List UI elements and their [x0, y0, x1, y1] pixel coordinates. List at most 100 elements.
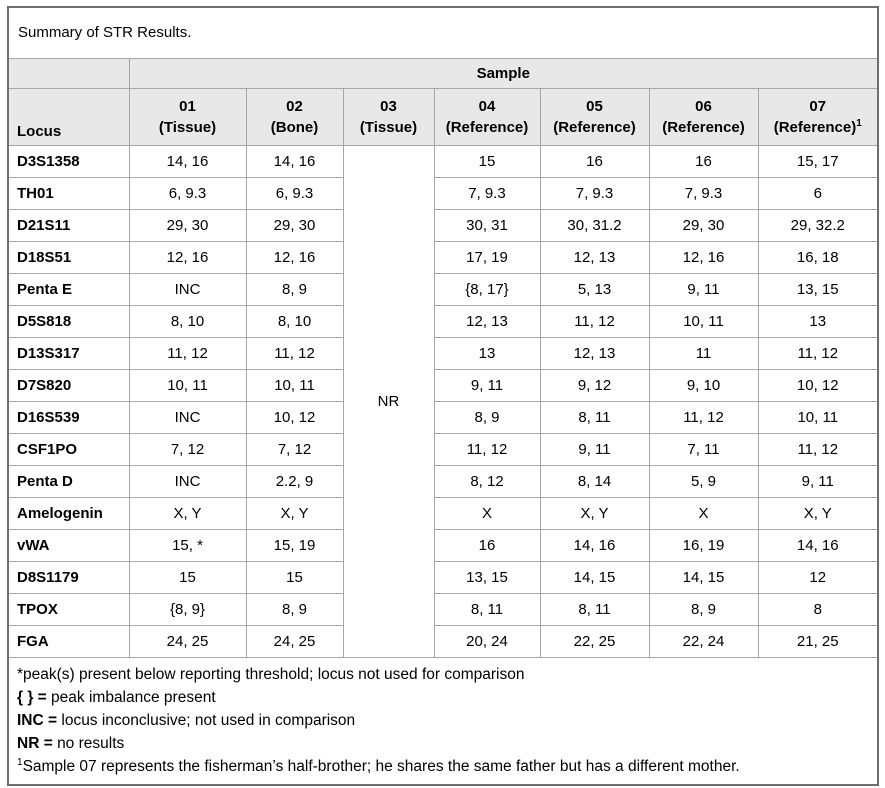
allele-value-cell: 14, 15 — [648, 561, 759, 594]
allele-value-cell: 8, 11 — [539, 593, 650, 626]
allele-value-cell: 6, 9.3 — [128, 177, 247, 210]
allele-value-cell: 16, 19 — [648, 529, 759, 562]
allele-value-cell: 16 — [433, 529, 541, 562]
footnote-5: 1Sample 07 represents the fisherman’s ha… — [17, 756, 740, 775]
locus-row-fga: FGA 24, 25 24, 25 20, 24 22, 25 22, 24 21, 25 — [7, 625, 879, 658]
locus-row-penta-e: Penta E INC 8, 9 {8, 17} 5, 13 9, 11 13, 15 — [7, 273, 879, 306]
allele-value-cell: 10, 11 — [648, 305, 759, 338]
allele-value-cell: 15 — [245, 561, 344, 594]
allele-value-cell: 11, 12 — [757, 337, 879, 370]
locus-row-d3s1358: D3S1358 14, 16 14, 16 NR 15 16 16 15, 17 — [7, 145, 879, 658]
allele-value-cell: 14, 16 — [128, 145, 247, 178]
allele-value-cell: 15 — [433, 145, 541, 178]
locus-row-d13s317: D13S317 11, 12 11, 12 13 12, 13 11 11, 12 — [7, 337, 879, 370]
locus-name-cell: D3S1358 — [7, 145, 130, 178]
allele-value-cell: 13, 15 — [433, 561, 541, 594]
locus-row-d5s818: D5S818 8, 10 8, 10 12, 13 11, 12 10, 11 13 — [7, 305, 879, 338]
allele-value-cell: 12, 13 — [539, 337, 650, 370]
allele-value-cell: 10, 12 — [245, 401, 344, 434]
allele-value-cell: 12, 13 — [539, 241, 650, 274]
locus-row-d21s11: D21S11 29, 30 29, 30 30, 31 30, 31.2 29, 30 29… — [7, 209, 879, 242]
allele-value-cell: 7, 9.3 — [539, 177, 650, 210]
allele-value-cell: 9, 12 — [539, 369, 650, 402]
allele-value-cell: 9, 10 — [648, 369, 759, 402]
allele-value-cell: 13 — [757, 305, 879, 338]
allele-value-cell: 29, 30 — [128, 209, 247, 242]
title-row: Summary of STR Results. — [7, 6, 879, 59]
allele-value-cell: 8, 10 — [245, 305, 344, 338]
allele-value-cell: 5, 9 — [648, 465, 759, 498]
sample-header-row: Sample — [7, 58, 879, 89]
allele-value-cell: 7, 11 — [648, 433, 759, 466]
locus-row-penta-d: Penta D INC 2.2, 9 8, 12 8, 14 5, 9 9, 11 — [7, 465, 879, 498]
allele-value-cell: X — [433, 497, 541, 530]
column-header-row: Locus 01 (Tissue) 02 (Bone) 03 (Tissue) 04 (Ref… — [7, 88, 879, 146]
locus-name-cell: TH01 — [7, 177, 130, 210]
allele-value-cell: 8, 11 — [433, 593, 541, 626]
allele-value-cell: 8, 12 — [433, 465, 541, 498]
allele-value-cell: 21, 25 — [757, 625, 879, 658]
locus-name-cell: FGA — [7, 625, 130, 658]
allele-value-cell: 6 — [757, 177, 879, 210]
allele-value-cell: 14, 15 — [539, 561, 650, 594]
locus-name-cell: D21S11 — [7, 209, 130, 242]
page-title: Summary of STR Results. — [7, 6, 879, 59]
allele-value-cell: 24, 25 — [128, 625, 247, 658]
allele-value-cell: 9, 11 — [648, 273, 759, 306]
allele-value-cell: 17, 19 — [433, 241, 541, 274]
allele-value-cell: 7, 9.3 — [648, 177, 759, 210]
footnote-3: INC = locus inconclusive; not used in co… — [17, 712, 356, 729]
column-header-07: 07 (Reference)1 — [757, 88, 879, 146]
allele-value-cell: 11, 12 — [245, 337, 344, 370]
allele-value-cell: 11, 12 — [757, 433, 879, 466]
allele-value-cell: 9, 11 — [757, 465, 879, 498]
allele-value-cell: 22, 25 — [539, 625, 650, 658]
allele-value-cell: 14, 16 — [757, 529, 879, 562]
allele-value-cell: 14, 16 — [539, 529, 650, 562]
allele-value-cell: 8, 10 — [128, 305, 247, 338]
allele-value-cell: 16, 18 — [757, 241, 879, 274]
allele-value-cell: 5, 13 — [539, 273, 650, 306]
allele-value-cell: 8, 11 — [539, 401, 650, 434]
column-header-03: 03 (Tissue) — [342, 88, 435, 146]
allele-value-cell: 10, 11 — [128, 369, 247, 402]
footnote-2: { } = peak imbalance present — [17, 689, 216, 706]
allele-value-cell: 15, * — [128, 529, 247, 562]
allele-value-cell: 11 — [648, 337, 759, 370]
locus-name-cell: D18S51 — [7, 241, 130, 274]
locus-name-cell: TPOX — [7, 593, 130, 626]
allele-value-cell: 9, 11 — [539, 433, 650, 466]
allele-value-cell: 22, 24 — [648, 625, 759, 658]
allele-value-cell: 12 — [757, 561, 879, 594]
allele-value-cell: 10, 11 — [757, 401, 879, 434]
allele-value-cell: 6, 9.3 — [245, 177, 344, 210]
allele-value-cell: 2.2, 9 — [245, 465, 344, 498]
allele-value-cell: 12, 16 — [648, 241, 759, 274]
allele-value-cell: 12, 16 — [128, 241, 247, 274]
locus-name-cell: Penta E — [7, 273, 130, 306]
locus-name-cell: CSF1PO — [7, 433, 130, 466]
allele-value-cell: INC — [128, 401, 247, 434]
no-results-merged-cell: NR — [342, 145, 435, 658]
allele-value-cell: X, Y — [757, 497, 879, 530]
locus-name-cell: Amelogenin — [7, 497, 130, 530]
locus-name-cell: D7S820 — [7, 369, 130, 402]
allele-value-cell: 15, 19 — [245, 529, 344, 562]
footnote-4: NR = no results — [17, 735, 125, 752]
locus-column-header: Locus — [7, 88, 130, 146]
str-results-table: Summary of STR Results. Sample Locus 01(… — [7, 6, 879, 786]
empty-corner-cell — [7, 58, 130, 89]
allele-value-cell: 16 — [648, 145, 759, 178]
locus-name-cell: D5S818 — [7, 305, 130, 338]
column-header-04: 04 (Reference) — [433, 88, 541, 146]
footnotes-row: *peak(s) present below reporting thresho… — [7, 657, 879, 786]
locus-row-th01: TH01 6, 9.3 6, 9.3 7, 9.3 7, 9.3 7, 9.3 6 — [7, 177, 879, 210]
allele-value-cell: 8, 9 — [433, 401, 541, 434]
allele-value-cell: 30, 31.2 — [539, 209, 650, 242]
allele-value-cell: 12, 13 — [433, 305, 541, 338]
allele-value-cell: 8 — [757, 593, 879, 626]
locus-name-cell: D8S1179 — [7, 561, 130, 594]
allele-value-cell: 13 — [433, 337, 541, 370]
